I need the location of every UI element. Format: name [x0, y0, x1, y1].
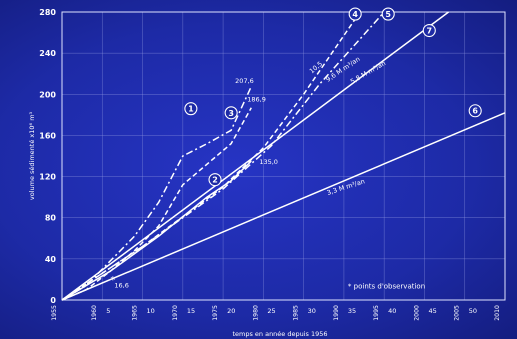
x-tick-offset-label: 50: [469, 307, 477, 315]
series-line-6: [61, 112, 506, 301]
x-tick-offset-label: 45: [428, 307, 436, 315]
x-tick-year-label: 2010: [494, 305, 501, 321]
series-marker-1: [184, 102, 198, 116]
x-tick-offset-label: 40: [388, 307, 396, 315]
y-tick-label: 0: [50, 296, 56, 305]
x-tick-year-label: 2000: [413, 305, 420, 321]
series-line-3: [61, 107, 252, 301]
y-tick-label: 160: [39, 131, 56, 140]
annotation-label: 10,5: [308, 60, 324, 75]
series-marker-3: [224, 106, 238, 120]
grid: [61, 11, 506, 301]
x-tick-year-label: 1980: [252, 305, 259, 321]
series-line-1: [61, 86, 252, 301]
x-tick-year-label: 1975: [212, 305, 219, 321]
series-marker-7: [422, 23, 436, 38]
series-line-5: [61, 11, 385, 301]
x-tick-year-label: 1990: [333, 305, 340, 321]
series-marker-label: 7: [426, 27, 432, 36]
y-axis-label: volume sédimenté x10⁶ m³: [28, 111, 36, 200]
y-tick-label: 240: [39, 49, 56, 58]
x-tick-year-label: 1995: [373, 305, 380, 321]
x-tick-offset-label: 15: [187, 307, 195, 315]
series-marker-label: 5: [385, 10, 391, 19]
y-tick-label: 280: [39, 8, 56, 17]
series-line-7: [61, 11, 450, 301]
annotation-label: 207,6: [235, 77, 254, 85]
x-tick-offset-label: 5: [106, 307, 110, 315]
y-tick-label: 120: [39, 173, 56, 182]
series-marker-label: 3: [228, 109, 234, 118]
annotation-label: 135,0: [259, 158, 278, 166]
x-tick-offset-label: 20: [227, 307, 235, 315]
x-tick-year-label: 2005: [454, 305, 461, 321]
annotation-label: 186,9: [247, 95, 266, 103]
x-tick-offset-label: 25: [267, 307, 275, 315]
y-tick-label: 80: [45, 214, 57, 223]
series-marker-label: 2: [212, 176, 218, 185]
series-marker-2: [208, 173, 222, 187]
x-tick-year-label: 1965: [131, 305, 138, 321]
x-tick-offset-label: 10: [147, 307, 155, 315]
x-tick-offset-label: 35: [348, 307, 356, 315]
series-marker-5: [381, 7, 395, 21]
x-tick-offset-label: 30: [308, 307, 316, 315]
series-marker-6: [468, 104, 482, 118]
series-marker-4: [348, 7, 362, 21]
series-group: [61, 11, 506, 301]
y-tick-label: 40: [45, 255, 57, 264]
series-line-4: [61, 11, 361, 301]
y-tick-label: 200: [39, 90, 56, 99]
series-marker-label: 6: [472, 107, 478, 116]
plot-frame: [61, 11, 506, 301]
series-marker-label: 1: [188, 105, 194, 114]
x-tick-year-label: 1955: [51, 305, 58, 321]
annotation-label: *: [110, 275, 115, 286]
x-tick-year-label: 1985: [293, 305, 300, 321]
series-marker-label: 4: [352, 10, 358, 19]
annotation-label: 16,6: [114, 282, 128, 290]
x-axis-label: temps en année depuis 1956: [232, 330, 327, 338]
x-tick-year-label: 1970: [172, 305, 179, 321]
x-tick-year-label: 1960: [91, 305, 98, 321]
legend-label: * points d'observation: [348, 283, 425, 291]
